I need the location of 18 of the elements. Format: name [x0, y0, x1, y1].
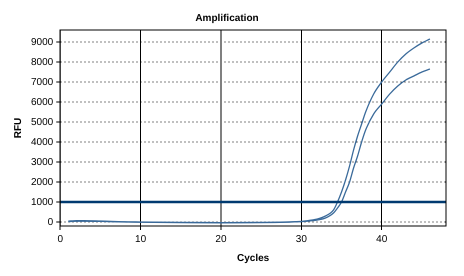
x-axis-title: Cycles	[237, 252, 270, 264]
y-tick-label: 6000	[30, 96, 54, 108]
y-tick-label: 8000	[30, 56, 54, 68]
y-tick-label: 0	[48, 216, 54, 228]
y-tick-label: 5000	[30, 116, 54, 128]
x-tick-label: 40	[376, 234, 388, 245]
x-tick-label: 20	[215, 234, 227, 245]
y-tick-label: 2000	[30, 176, 54, 188]
y-tick-label: 1000	[30, 196, 54, 208]
y-tick-label: 4000	[30, 136, 54, 148]
chart-title: Amplification	[195, 12, 259, 24]
x-tick-label: 30	[296, 234, 308, 245]
x-tick-label: 0	[57, 234, 64, 245]
y-tick-label: 7000	[30, 76, 54, 88]
y-axis-title: RFU	[12, 118, 24, 138]
y-tick-label: 9000	[30, 36, 54, 48]
x-tick-label: 10	[135, 234, 147, 245]
y-tick-label: 3000	[30, 156, 54, 168]
